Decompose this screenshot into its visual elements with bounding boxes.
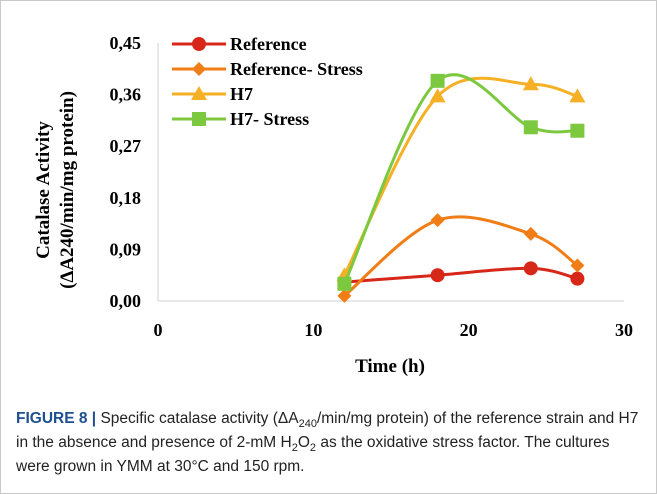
legend-marker-square [192,112,206,126]
x-tick-label: 10 [304,320,322,340]
axes-layer: 0,00 0,09 0,18 0,27 0,36 0,45 0 10 20 30 [110,33,634,340]
x-tick-label: 20 [460,320,478,340]
series-line [343,73,578,285]
data-point-square [570,123,585,138]
data-point-diamond [523,226,538,241]
x-tick-label: 0 [154,320,163,340]
series-line [343,76,578,276]
y-tick-label: 0,36 [110,85,142,105]
figure-caption: FIGURE 8 | Specific catalase activity (Δ… [16,407,646,479]
caption-sub-2: 2 [291,442,298,455]
y-tick-label: 0,45 [110,33,142,53]
figure-label: FIGURE 8 | [16,410,97,427]
legend-marker-circle [192,37,206,51]
caption-text-2: /min/mg protein) of the reference strain… [16,410,639,451]
series-reference [337,261,585,290]
data-point-triangle [429,88,446,103]
legend-marker-diamond [192,62,206,76]
data-point-diamond [337,288,352,303]
series-layer [336,73,586,303]
y-axis-label-line2: (ΔA240/min/mg protein) [57,91,78,289]
legend-entry: H7- Stress [172,109,309,129]
catalase-activity-chart: 0,00 0,09 0,18 0,27 0,36 0,45 0 10 20 30 Referenc… [33,33,634,377]
series-line [343,215,579,298]
data-point-circle [430,268,445,283]
caption-sub-3: 2 [309,442,317,455]
legend-label: H7 [230,84,253,104]
x-axis-label: Time (h) [355,356,425,377]
legend-entry: Reference [172,34,307,54]
y-tick-label: 0,18 [110,188,142,208]
legend-entry: Reference- Stress [172,59,363,79]
caption-sub-1: 240 [298,418,317,431]
series-h7 [336,76,586,282]
series-h7-stress [337,73,585,291]
caption-text-4: as the oxidative stress factor. The cult… [16,434,610,475]
legend-label: H7- Stress [230,109,309,129]
data-point-triangle [522,76,539,91]
data-point-diamond [570,258,585,273]
data-point-square [337,276,352,291]
y-axis-label-line1: Catalase Activity [33,121,54,259]
data-point-square [430,73,445,88]
data-point-triangle [569,88,586,103]
legend-marker-triangle [191,86,207,100]
data-point-circle [523,261,538,276]
series-line [344,266,578,284]
y-tick-label: 0,09 [110,239,142,259]
legend: Reference Reference- Stress H7 H7- Stress [172,34,363,129]
x-tick-label: 30 [615,320,633,340]
y-tick-label: 0,27 [110,136,142,156]
legend-label: Reference- Stress [230,59,363,79]
data-point-diamond [430,213,445,228]
y-tick-label: 0,00 [110,291,142,311]
legend-label: Reference [230,34,307,54]
caption-text-1: Specific catalase activity (ΔA [96,410,299,427]
y-axis-label: Catalase Activity (ΔA240/min/mg protein) [33,91,78,289]
data-point-circle [570,271,585,286]
series-reference-stress [337,213,585,303]
data-point-square [523,120,538,135]
caption-text-3: O [297,434,310,451]
legend-entry: H7 [172,84,253,104]
